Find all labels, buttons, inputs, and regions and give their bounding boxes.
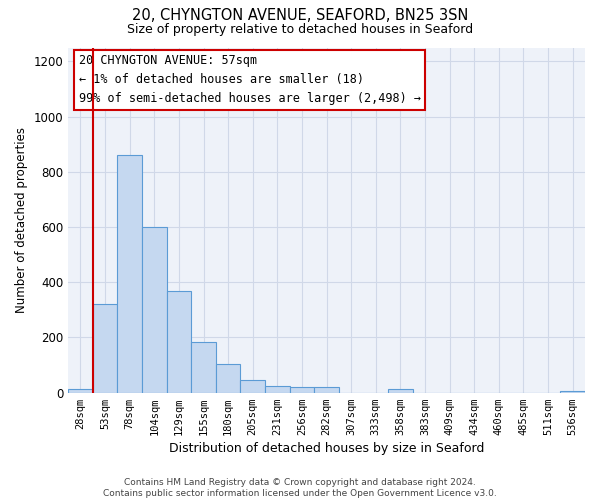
Bar <box>142 227 167 392</box>
Text: Contains HM Land Registry data © Crown copyright and database right 2024.
Contai: Contains HM Land Registry data © Crown c… <box>103 478 497 498</box>
Bar <box>388 388 413 392</box>
Bar <box>93 304 118 392</box>
Bar <box>314 387 339 392</box>
Bar <box>241 380 265 392</box>
Bar <box>216 364 241 392</box>
Text: Size of property relative to detached houses in Seaford: Size of property relative to detached ho… <box>127 22 473 36</box>
Text: 20, CHYNGTON AVENUE, SEAFORD, BN25 3SN: 20, CHYNGTON AVENUE, SEAFORD, BN25 3SN <box>132 8 468 22</box>
Bar <box>167 290 191 392</box>
X-axis label: Distribution of detached houses by size in Seaford: Distribution of detached houses by size … <box>169 442 484 455</box>
Bar <box>191 342 216 392</box>
Bar <box>290 387 314 392</box>
Text: 20 CHYNGTON AVENUE: 57sqm
← 1% of detached houses are smaller (18)
99% of semi-d: 20 CHYNGTON AVENUE: 57sqm ← 1% of detach… <box>79 54 421 106</box>
Bar <box>68 388 93 392</box>
Bar <box>265 386 290 392</box>
Bar <box>118 155 142 392</box>
Y-axis label: Number of detached properties: Number of detached properties <box>15 127 28 313</box>
